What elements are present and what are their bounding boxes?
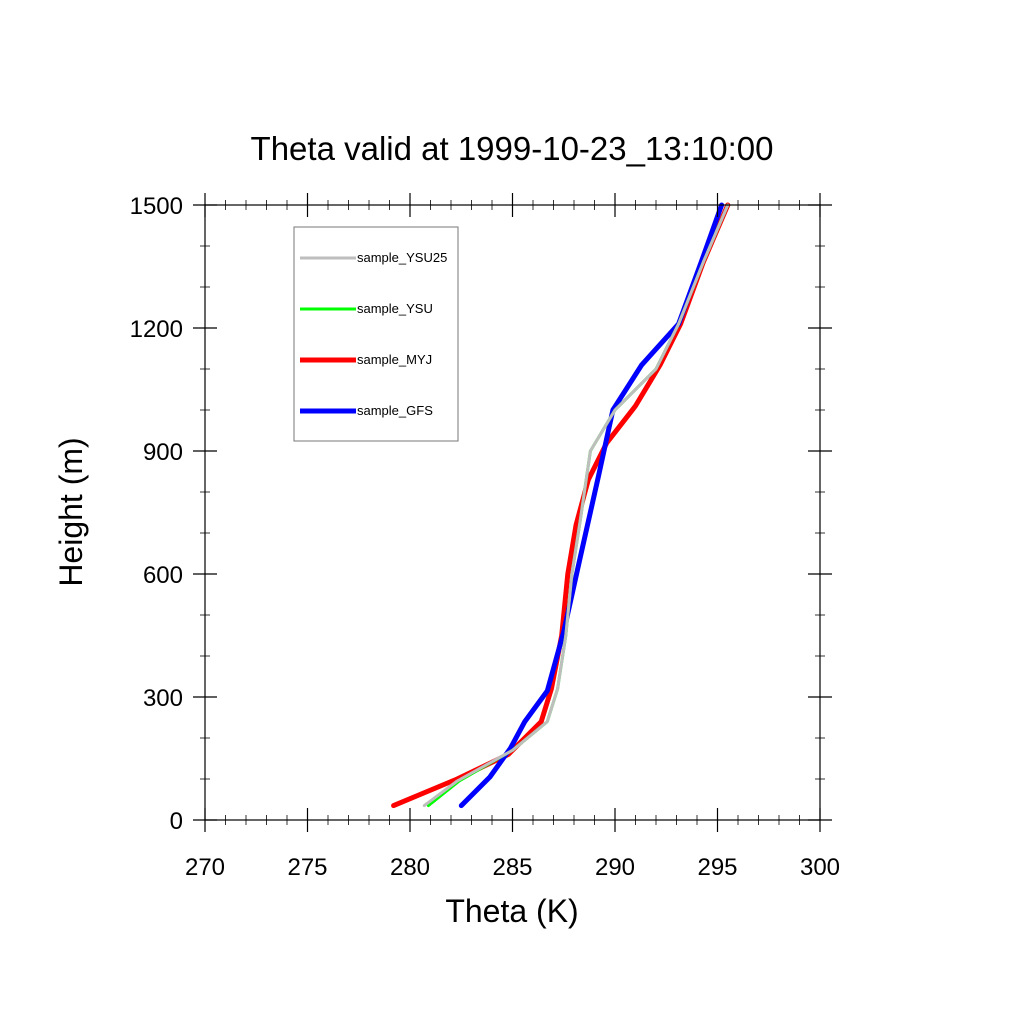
y-axis-title: Height (m) [53,437,89,586]
legend-label: sample_YSU25 [357,250,447,265]
x-tick-label: 285 [492,854,532,881]
legend-label: sample_GFS [357,403,433,418]
series-line-sample-ysu25 [422,203,730,808]
major-ticks [193,193,832,832]
y-tick-label: 1500 [130,193,183,220]
legend-label: sample_MYJ [357,352,432,367]
x-tick-label: 295 [697,854,737,881]
legend-box [293,226,459,442]
x-tick-label: 275 [287,854,327,881]
chart-title: Theta valid at 1999-10-23_13:10:00 [251,130,774,167]
series-layer [391,202,731,809]
x-tick-label: 280 [390,854,430,881]
x-tick-label: 290 [595,854,635,881]
legend: sample_YSU25 sample_YSU sample_MYJ sample_G… [293,226,459,442]
x-axis-title: Theta (K) [445,893,578,929]
series-line-sample-gfs [458,202,725,809]
legend-label: sample_YSU [357,301,433,316]
x-tick-label: 300 [800,854,840,881]
y-tick-label: 0 [170,808,183,835]
x-tick-labels: 270 275 280 285 290 295 300 [185,854,840,881]
y-tick-labels: 0 300 600 900 1200 1500 [130,193,183,835]
y-tick-label: 300 [143,685,183,712]
y-tick-label: 600 [143,562,183,589]
y-tick-label: 1200 [130,316,183,343]
series-line-sample-ysu [426,203,730,808]
x-tick-label: 270 [185,854,225,881]
y-tick-label: 900 [143,439,183,466]
legend-items: sample_YSU25 sample_YSU sample_MYJ sample_G… [300,250,447,418]
